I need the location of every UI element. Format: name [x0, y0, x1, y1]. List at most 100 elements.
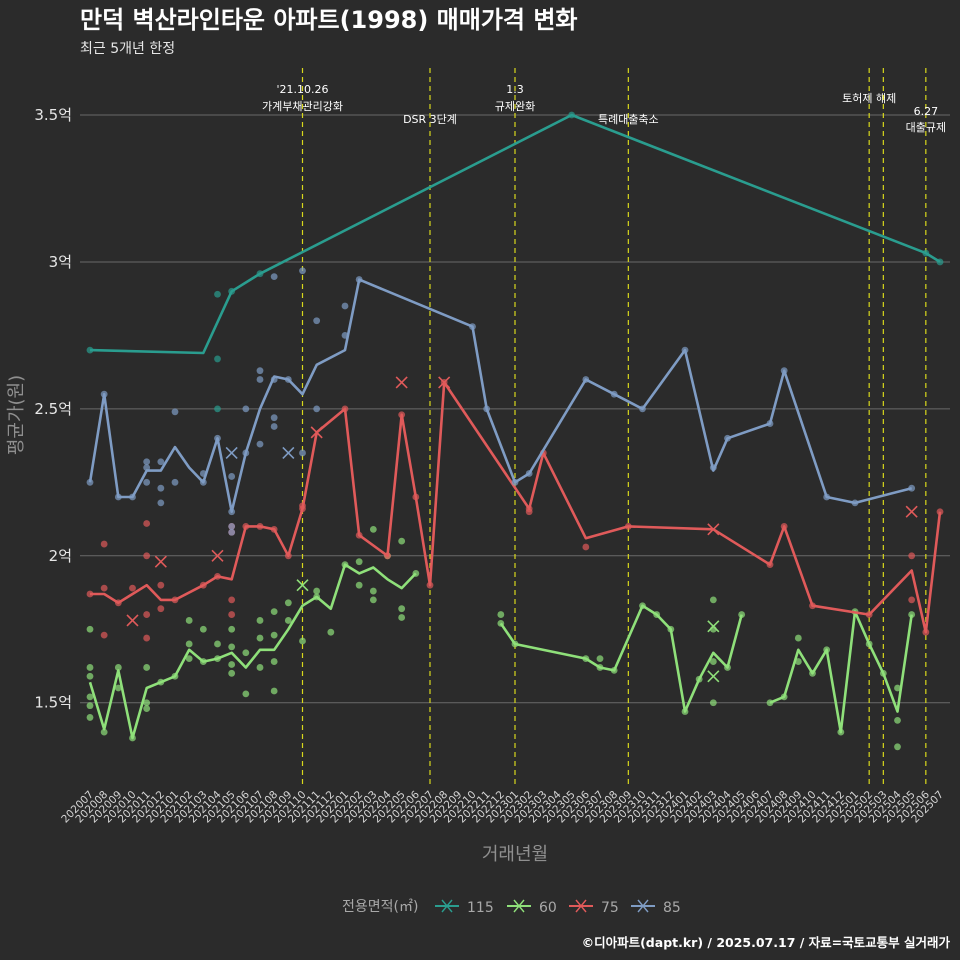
data-point — [143, 699, 151, 707]
x-marker — [707, 670, 720, 683]
data-point — [582, 543, 590, 551]
data-point — [228, 669, 236, 677]
data-point — [228, 473, 236, 480]
data-point — [214, 640, 221, 648]
legend-entry-85: 85 — [631, 899, 681, 916]
data-point — [794, 658, 802, 665]
data-point — [894, 743, 901, 751]
data-point — [228, 596, 236, 604]
data-point — [327, 628, 335, 636]
data-point — [157, 484, 165, 492]
x-marker — [707, 523, 720, 536]
data-point — [313, 405, 321, 413]
x-marker — [438, 376, 451, 389]
data-point — [143, 634, 151, 642]
y-axis-ticks: 1.5억 2억 2.5억 3억 3.5억 — [34, 106, 72, 712]
data-point — [313, 317, 321, 325]
data-point — [143, 458, 151, 466]
event-label: 6.27 — [914, 105, 939, 118]
data-point — [242, 405, 250, 413]
data-point — [256, 617, 264, 624]
legend-swatch-x — [575, 899, 587, 913]
legend-label: 85 — [663, 900, 681, 916]
x-marker — [296, 579, 309, 592]
y-tick-label: 2억 — [49, 547, 72, 565]
data-point — [185, 655, 193, 663]
x-marker-stroke — [211, 549, 224, 562]
data-point — [185, 640, 193, 648]
data-point — [129, 584, 136, 592]
data-point — [228, 625, 236, 633]
x-marker-stroke — [438, 376, 451, 389]
legend-label: 115 — [467, 900, 494, 916]
chart-subtitle: 최근 5개년 한정 — [80, 41, 175, 57]
x-marker-stroke — [225, 446, 238, 460]
x-marker-stroke — [707, 523, 720, 536]
x-axis-title: 거래년월 — [482, 844, 548, 865]
series-115 — [86, 111, 944, 413]
data-point — [143, 611, 151, 618]
event-label: 대출규제 — [906, 121, 946, 134]
x-marker — [282, 446, 295, 460]
x-marker-stroke — [126, 614, 139, 627]
data-point — [369, 525, 377, 533]
data-point — [228, 643, 236, 651]
y-axis-title: 평균가(원) — [6, 375, 27, 455]
data-point — [157, 458, 165, 466]
data-point — [171, 478, 179, 486]
data-point — [709, 596, 717, 604]
data-point — [143, 478, 151, 486]
data-point — [86, 702, 94, 710]
data-point — [341, 302, 349, 310]
x-axis-ticks: 2020072020082020092020102020112020122021… — [59, 788, 946, 825]
y-tick-label: 1.5억 — [34, 694, 72, 712]
legend-label: 60 — [539, 900, 557, 916]
data-point — [228, 528, 236, 536]
data-point — [313, 587, 321, 595]
data-point — [299, 267, 306, 275]
data-point — [86, 693, 94, 701]
data-point — [270, 631, 278, 639]
data-point — [199, 625, 207, 633]
legend-swatch-x — [637, 899, 649, 913]
x-marker — [225, 446, 238, 460]
data-point — [86, 714, 94, 721]
x-marker-stroke — [282, 446, 295, 460]
legend-swatch-x — [441, 899, 453, 913]
event-label: 특례대출축소 — [598, 113, 659, 126]
legend-swatch-x — [513, 899, 525, 913]
data-point — [794, 634, 802, 642]
x-marker — [395, 376, 408, 389]
data-point — [299, 637, 306, 645]
data-point — [369, 587, 377, 595]
data-point — [171, 408, 179, 416]
data-point — [114, 664, 122, 671]
data-point — [596, 655, 604, 663]
data-point — [100, 540, 108, 548]
data-point — [86, 672, 94, 680]
data-point — [100, 631, 108, 639]
data-point — [214, 355, 221, 363]
data-point — [214, 405, 221, 413]
legend-title: 전용면적(㎡) — [342, 899, 418, 915]
x-marker-stroke — [395, 376, 408, 389]
event-label: DSR 3단계 — [403, 113, 457, 126]
legend-entry-60: 60 — [507, 899, 557, 916]
data-point — [256, 634, 264, 642]
data-point — [284, 599, 292, 607]
data-point — [270, 658, 278, 665]
data-point — [398, 605, 406, 613]
y-tick-label: 3억 — [49, 253, 72, 271]
series-line — [499, 604, 743, 713]
x-marker-stroke — [707, 620, 720, 633]
data-point — [369, 596, 377, 604]
x-marker — [707, 620, 720, 633]
data-point — [398, 614, 406, 621]
data-point — [270, 608, 278, 616]
series-line — [769, 610, 913, 734]
data-point — [709, 699, 717, 707]
data-point — [284, 617, 292, 624]
data-point — [256, 367, 264, 375]
data-point — [228, 523, 236, 530]
